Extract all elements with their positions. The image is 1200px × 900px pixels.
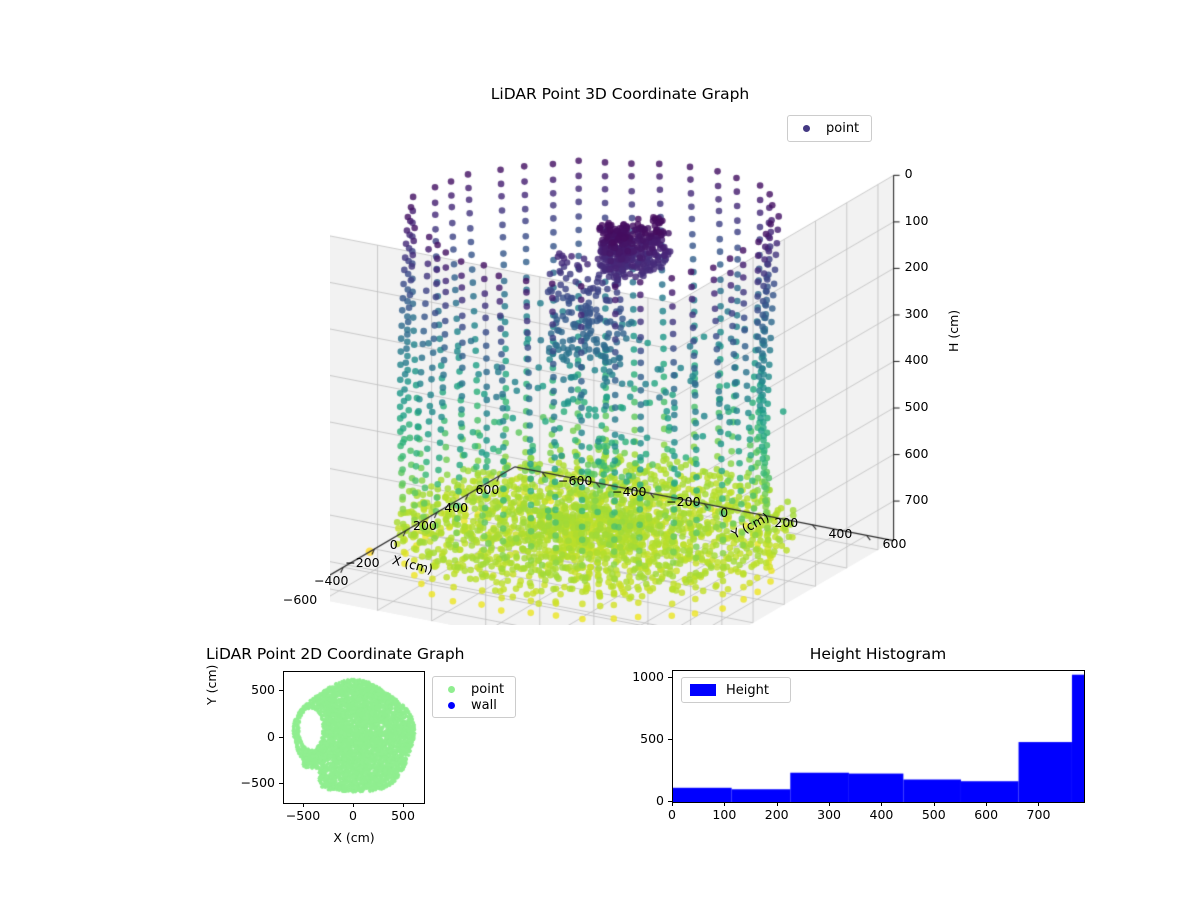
- tick-y-3d-0: −600: [558, 473, 593, 489]
- lidar-2d-pointcloud-canvas: [284, 672, 424, 803]
- tick-y-hist-0: 0: [656, 793, 664, 808]
- tick-x-hist-7: 700: [1026, 807, 1051, 822]
- tick-y-hist-mark-1: [668, 739, 672, 741]
- tick-x-hist-mark-5: [933, 802, 935, 806]
- legend-marker-point-icon: [439, 685, 463, 693]
- tick-x-3d-3: 0: [389, 536, 398, 552]
- tick-y-hist-mark-2: [668, 677, 672, 679]
- chart-title-hist: Height Histogram: [809, 645, 947, 663]
- legend-label-point: point: [826, 121, 860, 136]
- tick-z-3d-4: 400: [904, 352, 929, 368]
- legend-label-wall: wall: [471, 697, 497, 713]
- tick-z-3d-2: 200: [904, 259, 929, 275]
- tick-x-3d-6: 600: [475, 481, 500, 497]
- tick-x-hist-mark-7: [1038, 802, 1040, 806]
- tick-x-2d-mark-1: [353, 803, 354, 807]
- tick-z-3d-7: 700: [904, 492, 929, 508]
- axes-3d: [330, 145, 910, 625]
- tick-x-hist-mark-0: [672, 802, 673, 806]
- axis-label-z-3d: H (cm): [945, 309, 961, 352]
- tick-x-2d-2: 500: [391, 808, 415, 823]
- legend-2d: point wall: [432, 676, 516, 718]
- tick-z-3d-0: 0: [904, 166, 913, 182]
- tick-x-2d-mark-2: [403, 803, 404, 807]
- tick-y-2d-mark-1: [279, 736, 283, 738]
- tick-x-3d-0: −600: [282, 591, 318, 607]
- tick-y-2d-mark-0: [279, 783, 283, 785]
- chart-title-3d: LiDAR Point 3D Coordinate Graph: [490, 85, 750, 103]
- tick-y-2d-mark-2: [279, 689, 283, 691]
- legend-marker-point-icon: [794, 125, 818, 132]
- tick-y-3d-1: −400: [612, 483, 647, 499]
- tick-y-hist-1: 500: [640, 731, 664, 747]
- tick-y-hist-mark-0: [668, 801, 672, 802]
- tick-x-hist-0: 0: [668, 807, 676, 822]
- tick-z-3d-6: 600: [904, 445, 929, 461]
- axis-label-y-2d: Y (cm): [204, 664, 219, 705]
- tick-x-2d-mark-0: [303, 803, 304, 807]
- axes-histogram: [672, 670, 1085, 803]
- legend-item-height: Height: [688, 682, 784, 698]
- tick-x-3d-2: −200: [345, 554, 380, 570]
- tick-y-2d-2: 500: [251, 681, 275, 697]
- legend-marker-wall-icon: [439, 701, 463, 709]
- tick-x-hist-mark-4: [881, 802, 883, 806]
- tick-z-3d-1: 100: [904, 212, 929, 228]
- tick-x-hist-mark-6: [986, 802, 988, 806]
- tick-x-3d-5: 400: [444, 500, 469, 516]
- tick-y-3d-2: −200: [666, 494, 701, 510]
- tick-x-hist-1: 100: [712, 807, 737, 822]
- axis-label-x-2d: X (cm): [333, 830, 375, 845]
- lidar-3d-pointcloud-canvas: [330, 145, 910, 625]
- tick-y-hist-2: 1000: [632, 669, 664, 685]
- tick-y-3d-6: 600: [882, 536, 907, 552]
- tick-x-hist-mark-3: [829, 802, 831, 806]
- tick-z-3d-5: 500: [904, 399, 929, 414]
- tick-x-hist-2: 200: [764, 807, 789, 822]
- tick-x-hist-mark-2: [776, 802, 778, 806]
- legend-item-point: point: [794, 120, 865, 137]
- tick-x-3d-4: 200: [412, 518, 437, 534]
- tick-x-hist-mark-1: [724, 802, 726, 806]
- tick-y-2d-0: −500: [240, 775, 275, 791]
- legend-label-height: Height: [726, 682, 769, 698]
- legend-label-point: point: [471, 681, 505, 697]
- legend-histogram: Height: [681, 677, 791, 703]
- tick-y-2d-1: 0: [267, 728, 275, 744]
- tick-y-3d-5: 400: [828, 525, 853, 541]
- chart-title-2d: LiDAR Point 2D Coordinate Graph: [206, 645, 465, 663]
- tick-x-hist-4: 400: [869, 807, 894, 822]
- tick-z-3d-3: 300: [904, 305, 929, 321]
- legend-item-wall: wall: [439, 697, 509, 713]
- tick-x-hist-6: 600: [974, 807, 999, 822]
- tick-x-3d-1: −400: [314, 573, 349, 589]
- legend-3d: point: [787, 115, 872, 142]
- tick-x-hist-5: 500: [921, 807, 946, 822]
- tick-y-3d-3: 0: [720, 504, 729, 520]
- legend-marker-height-icon: [688, 684, 718, 696]
- axes-2d: [283, 671, 425, 804]
- tick-x-2d-0: −500: [285, 808, 321, 823]
- tick-y-3d-4: 200: [774, 515, 799, 531]
- tick-x-2d-1: 0: [349, 808, 357, 823]
- legend-item-point: point: [439, 681, 509, 697]
- tick-x-hist-3: 300: [817, 807, 841, 822]
